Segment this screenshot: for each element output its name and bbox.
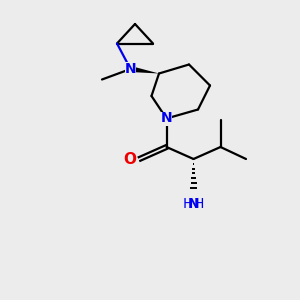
Text: H: H [183, 196, 194, 211]
Text: N: N [161, 112, 172, 125]
Text: O: O [123, 152, 136, 166]
Text: N: N [188, 196, 199, 211]
Text: H: H [194, 196, 204, 211]
Polygon shape [130, 66, 159, 74]
Text: N: N [125, 62, 136, 76]
